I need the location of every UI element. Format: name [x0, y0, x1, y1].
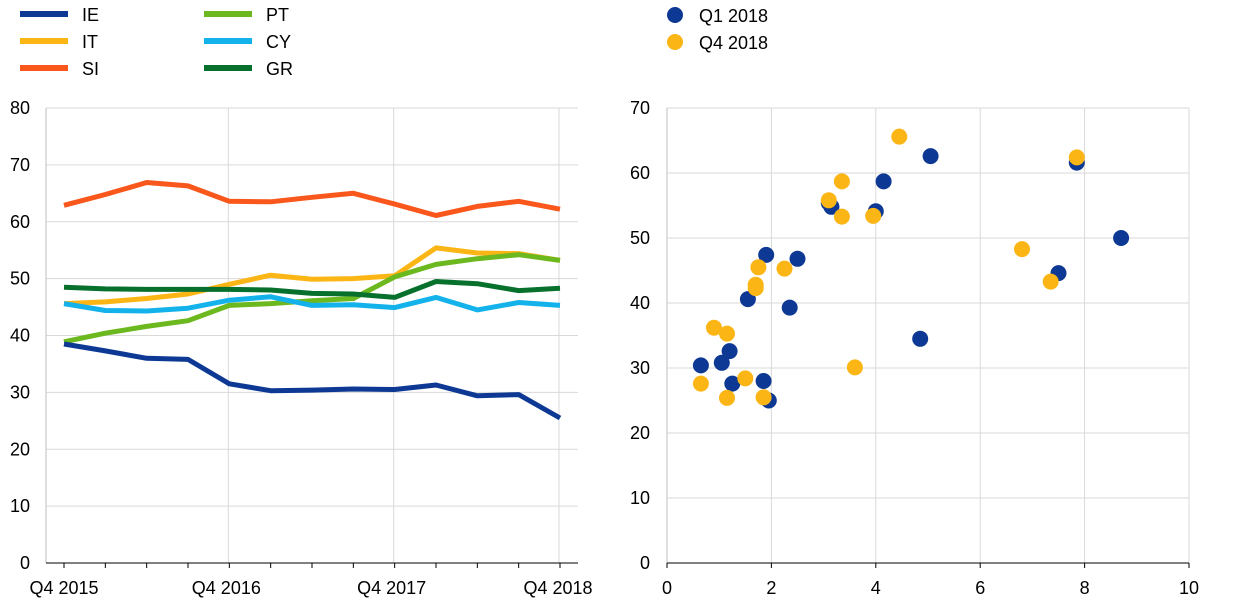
x-tick-label: Q4 2018: [523, 578, 592, 598]
x-tick-label: 4: [871, 578, 881, 598]
legend-label-q4-2018: Q4 2018: [699, 33, 768, 53]
legend-swatch-gr: [204, 65, 252, 71]
legend-marker-q1-2018: [667, 7, 683, 23]
legend-label-it: IT: [82, 32, 98, 52]
scatter-point-q4-2018: [692, 375, 709, 392]
x-tick-label: Q4 2015: [29, 578, 98, 598]
series-line-it: [63, 245, 561, 307]
x-tick-label: Q4 2017: [357, 578, 426, 598]
legend-swatch-it: [20, 38, 68, 44]
series-line-si: [63, 180, 561, 218]
scatter-point-q4-2018: [1042, 273, 1059, 290]
y-tick-label: 20: [630, 423, 650, 443]
scatter-point-q4-2018: [755, 389, 772, 406]
y-tick-label: 10: [630, 488, 650, 508]
legend-swatch-pt: [204, 11, 252, 17]
legend-label-cy: CY: [266, 32, 291, 52]
scatter-point-q1-2018: [755, 373, 772, 389]
series-line-pt: [63, 252, 561, 345]
scatter-point-q4-2018: [833, 208, 850, 225]
y-tick-label: 40: [630, 293, 650, 313]
legend-label-pt: PT: [266, 5, 289, 25]
legend-label-gr: GR: [266, 59, 293, 79]
legend-label-q1-2018: Q1 2018: [699, 6, 768, 26]
series-line-ie: [63, 341, 562, 421]
x-tick-label: Q4 2016: [192, 578, 261, 598]
scatter-point-q4-2018: [820, 192, 837, 209]
legend-marker-q4-2018: [667, 34, 683, 50]
y-tick-label: 70: [630, 98, 650, 118]
line-chart: 0 10 20 30 40 50 60 70 80 Q4 2015 Q4 2016 Q4 2017 Q4…: [10, 5, 593, 598]
y-tick-label: 10: [10, 496, 30, 516]
x-tick-label: 8: [1080, 578, 1090, 598]
x-tick-label: 2: [766, 578, 776, 598]
scatter-point-q4-2018: [891, 128, 908, 145]
scatter-point-q1-2018: [789, 250, 806, 267]
scatter-point-q1-2018: [721, 343, 738, 360]
legend-swatch-si: [20, 65, 68, 71]
scatter-point-q1-2018: [713, 354, 730, 371]
x-tick-label: 0: [662, 578, 672, 598]
legend-label-si: SI: [82, 59, 99, 79]
y-tick-label: 80: [10, 98, 30, 118]
y-tick-label: 50: [10, 269, 30, 289]
legend-swatch-ie: [20, 11, 68, 17]
y-tick-label: 60: [10, 212, 30, 232]
x-tick-label: 6: [975, 578, 985, 598]
scatter-point-q1-2018: [724, 375, 741, 392]
series-line-cy: [63, 294, 561, 314]
y-tick-label: 60: [630, 163, 650, 183]
scatter-point-q4-2018: [846, 359, 863, 376]
scatter-point-q1-2018: [912, 330, 929, 347]
scatter-chart: 0 10 20 30 40 50 60 70 0 2 4 6 8 10 Q1 2018 Q4 2018: [630, 6, 1199, 598]
scatter-point-q4-2018: [719, 389, 735, 406]
scatter-point-q1-2018: [1113, 230, 1130, 246]
scatter-point-q1-2018: [922, 148, 939, 165]
y-tick-label: 50: [630, 228, 650, 248]
scatter-point-q4-2018: [737, 370, 754, 387]
y-tick-label: 40: [10, 326, 30, 346]
scatter-point-q4-2018: [750, 259, 767, 276]
y-tick-label: 0: [640, 553, 650, 573]
scatter-point-q4-2018: [747, 276, 764, 293]
y-tick-label: 20: [10, 439, 30, 459]
scatter-point-q4-2018: [865, 207, 882, 224]
y-tick-label: 30: [630, 358, 650, 378]
x-tick-label: 10: [1179, 578, 1199, 598]
scatter-point-q4-2018: [1014, 241, 1030, 258]
series-line-gr: [63, 279, 561, 300]
y-tick-label: 70: [10, 155, 30, 175]
y-tick-label: 30: [10, 382, 30, 402]
scatter-point-q4-2018: [776, 260, 793, 277]
scatter-point-q1-2018: [875, 173, 892, 190]
scatter-point-q4-2018: [1068, 149, 1085, 166]
scatter-point-q1-2018: [692, 357, 709, 374]
scatter-point-q4-2018: [719, 325, 735, 342]
scatter-point-q4-2018: [706, 319, 722, 336]
scatter-point-q4-2018: [833, 173, 850, 190]
scatter-point-q1-2018: [758, 246, 775, 263]
legend-swatch-cy: [204, 38, 252, 44]
y-tick-label: 0: [20, 553, 30, 573]
legend-label-ie: IE: [82, 5, 99, 25]
scatter-point-q1-2018: [781, 299, 798, 316]
